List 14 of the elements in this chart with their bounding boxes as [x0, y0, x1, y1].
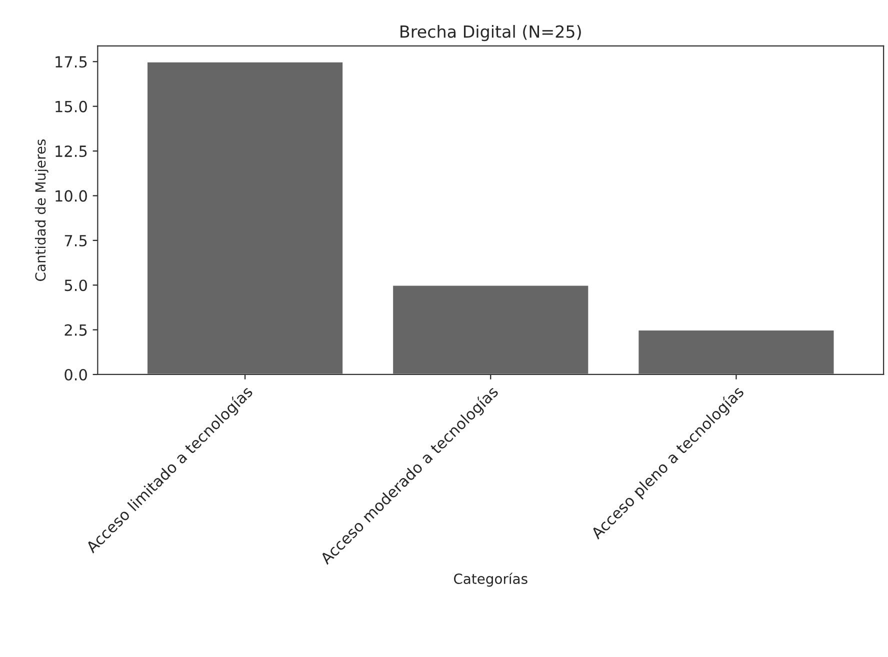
chart-title: Brecha Digital (N=25) [400, 24, 581, 42]
bar [392, 284, 590, 374]
y-tick-label: 17.5 [56, 56, 87, 68]
y-tick-label: 2.5 [64, 324, 87, 336]
y-axis-title: Cantidad de Mujeres [34, 139, 48, 281]
y-tick-label: 0.0 [64, 368, 87, 381]
y-tick-label: 15.0 [56, 100, 87, 112]
y-tick-label: 12.5 [56, 145, 87, 158]
y-tick-label: 5.0 [64, 280, 87, 292]
bar [146, 60, 344, 374]
bar [637, 329, 836, 374]
y-tick-label: 7.5 [64, 235, 87, 246]
y-tick-label: 10.0 [56, 190, 87, 202]
x-axis-title: Categorías [454, 572, 528, 587]
